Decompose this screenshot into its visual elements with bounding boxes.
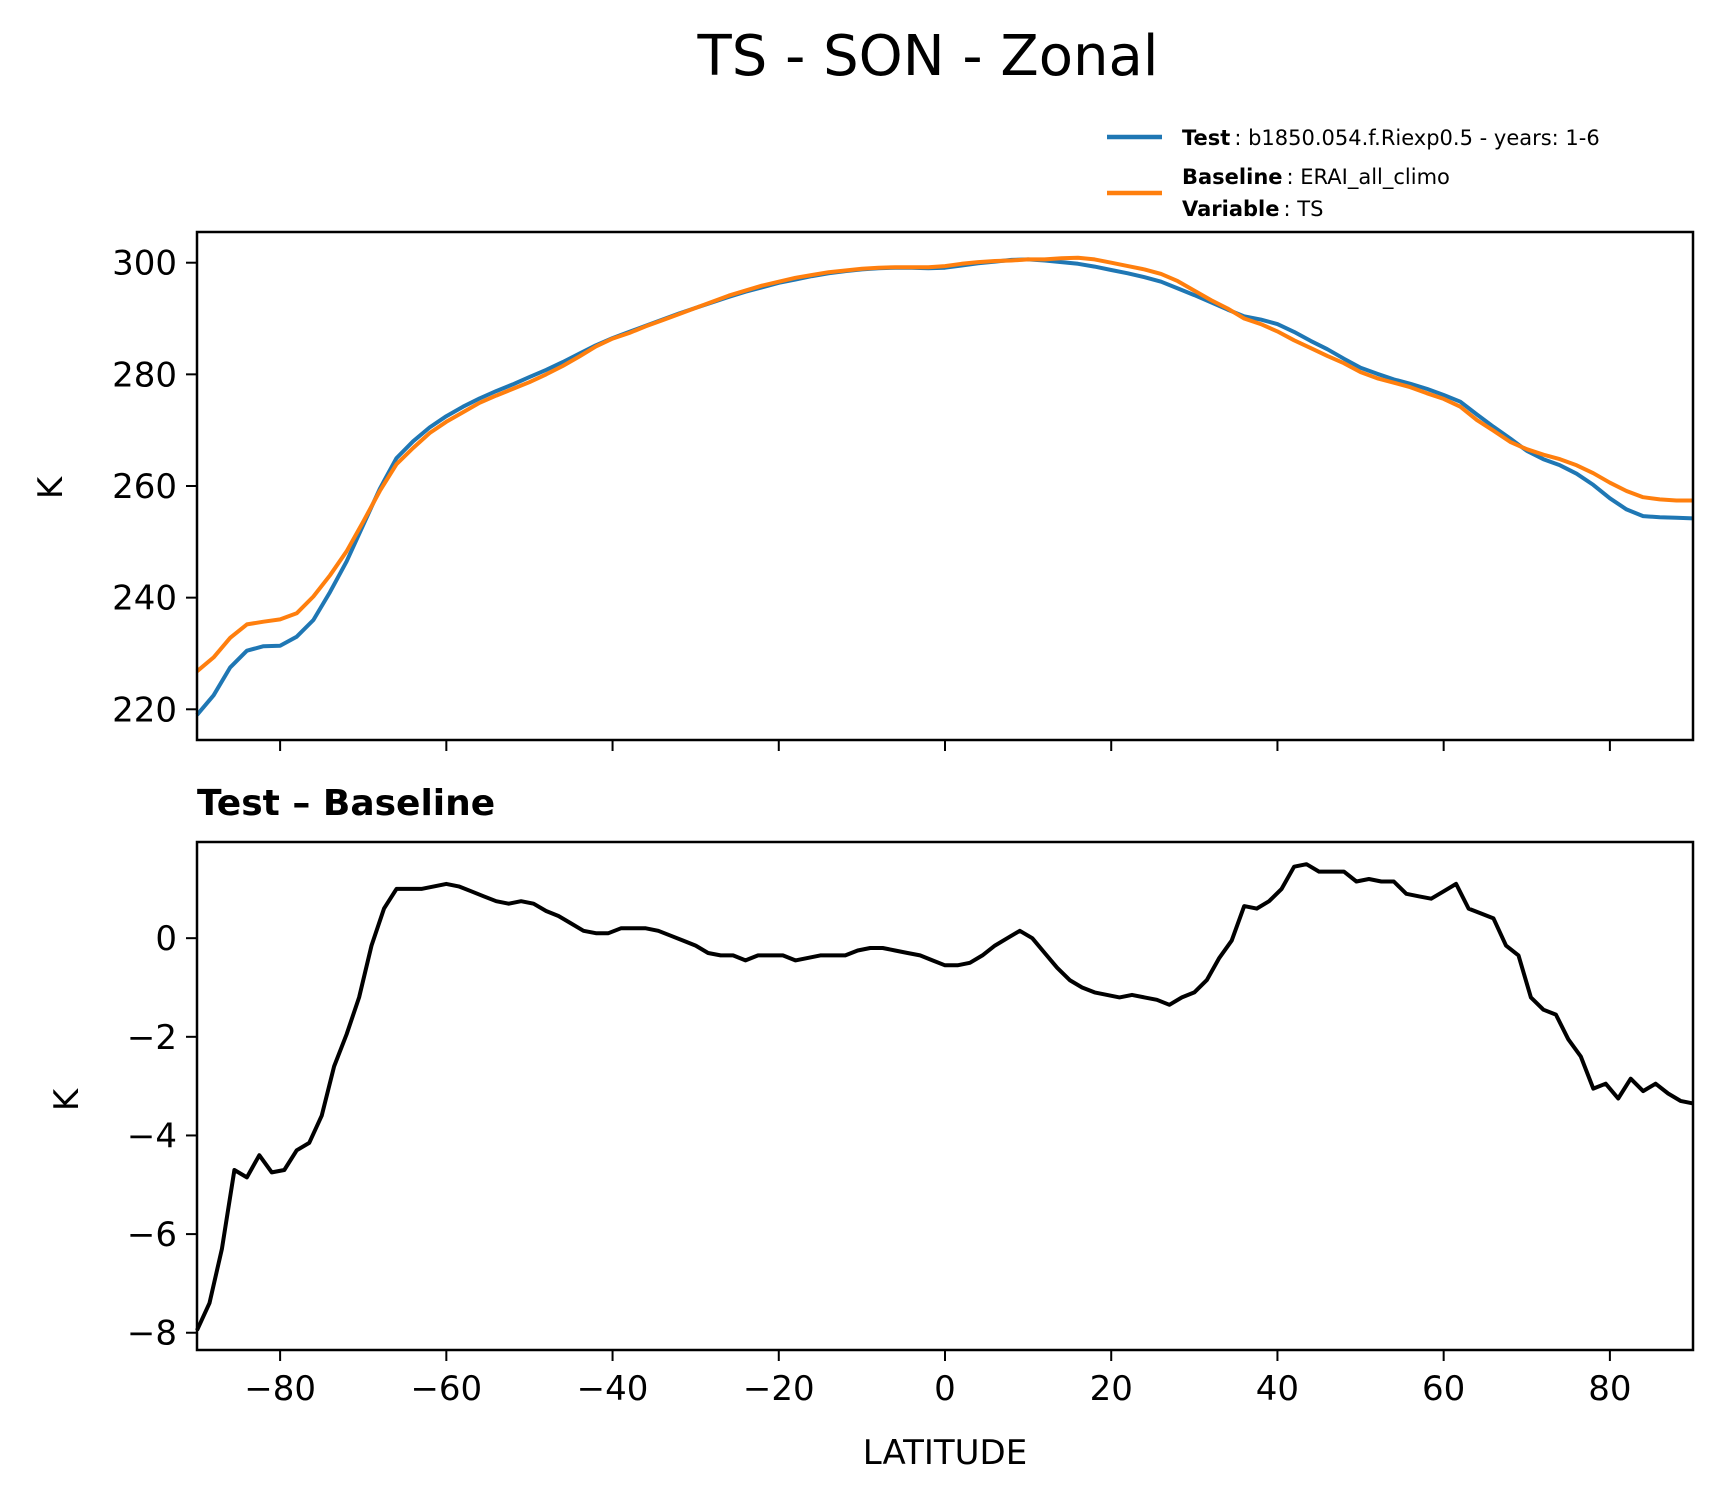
bottom-x-tick-label: −60 <box>410 1369 482 1409</box>
legend-text-variable: : TS <box>1283 197 1323 221</box>
bottom-x-tick-label: −40 <box>577 1369 649 1409</box>
top-series-test-line <box>195 257 1694 717</box>
top-y-tick-label: 300 <box>112 244 177 284</box>
top-plot-lines <box>195 255 1694 717</box>
legend-entry-test: Test: b1850.054.f.Riexp0.5 - years: 1-6 <box>1182 126 1600 150</box>
bottom-x-tick-label: −80 <box>244 1369 316 1409</box>
legend-entry-variable: Variable: TS <box>1182 197 1323 221</box>
bottom-y-tick-label: −6 <box>127 1215 177 1255</box>
top-y-ticks: 220 240 260 280 300 <box>112 244 197 730</box>
bottom-y-ticks: −8 −6 −4 −2 0 <box>127 919 197 1354</box>
top-y-tick-label: 260 <box>112 467 177 507</box>
legend-text-test: : b1850.054.f.Riexp0.5 - years: 1-6 <box>1234 126 1599 150</box>
legend-text-baseline: : ERAI_all_climo <box>1287 165 1450 190</box>
bottom-x-ticks: −80 −60 −40 −20 0 20 40 60 80 <box>244 1350 1632 1409</box>
bottom-y-tick-label: −8 <box>127 1314 177 1354</box>
top-panel: 220 240 260 280 300 K <box>31 230 1695 751</box>
bottom-y-axis-label: K <box>47 1087 87 1111</box>
top-y-tick-label: 240 <box>112 579 177 619</box>
bottom-panel-title: Test – Baseline <box>197 783 495 824</box>
top-y-tick-label: 220 <box>112 690 177 730</box>
top-y-axis-label: K <box>31 475 71 499</box>
top-series-baseline-line <box>195 255 1693 673</box>
top-x-ticks <box>279 740 1611 751</box>
legend-key-test: Test <box>1182 126 1230 150</box>
bottom-y-tick-label: −4 <box>127 1116 177 1156</box>
top-y-tick-label: 280 <box>112 355 177 395</box>
bottom-x-tick-label: 40 <box>1256 1369 1299 1409</box>
bottom-panel: Test – Baseline −8−6−4−20 −80 −60 −40 −20 0 2… <box>47 783 1695 1473</box>
bottom-plot-frame <box>195 840 1695 1352</box>
legend-key-baseline: Baseline <box>1182 165 1283 189</box>
bottom-x-tick-label: 80 <box>1588 1369 1631 1409</box>
bottom-series-difference-line <box>195 862 1694 1332</box>
legend: Test: b1850.054.f.Riexp0.5 - years: 1-6 … <box>1107 126 1600 221</box>
bottom-x-tick-label: −20 <box>743 1369 815 1409</box>
bottom-y-tick-label: −2 <box>127 1018 177 1058</box>
bottom-x-tick-label: 0 <box>934 1369 956 1409</box>
legend-entry-baseline: Baseline: ERAI_all_climo <box>1182 165 1450 190</box>
bottom-x-tick-label: 60 <box>1422 1369 1465 1409</box>
legend-key-variable: Variable <box>1182 197 1279 221</box>
bottom-x-tick-label: 20 <box>1090 1369 1133 1409</box>
top-plot-frame <box>195 230 1695 742</box>
x-axis-label: LATITUDE <box>863 1433 1027 1473</box>
chart-title: TS - SON - Zonal <box>697 24 1159 89</box>
bottom-plot-lines <box>195 862 1694 1332</box>
bottom-y-tick-label: 0 <box>155 919 177 959</box>
